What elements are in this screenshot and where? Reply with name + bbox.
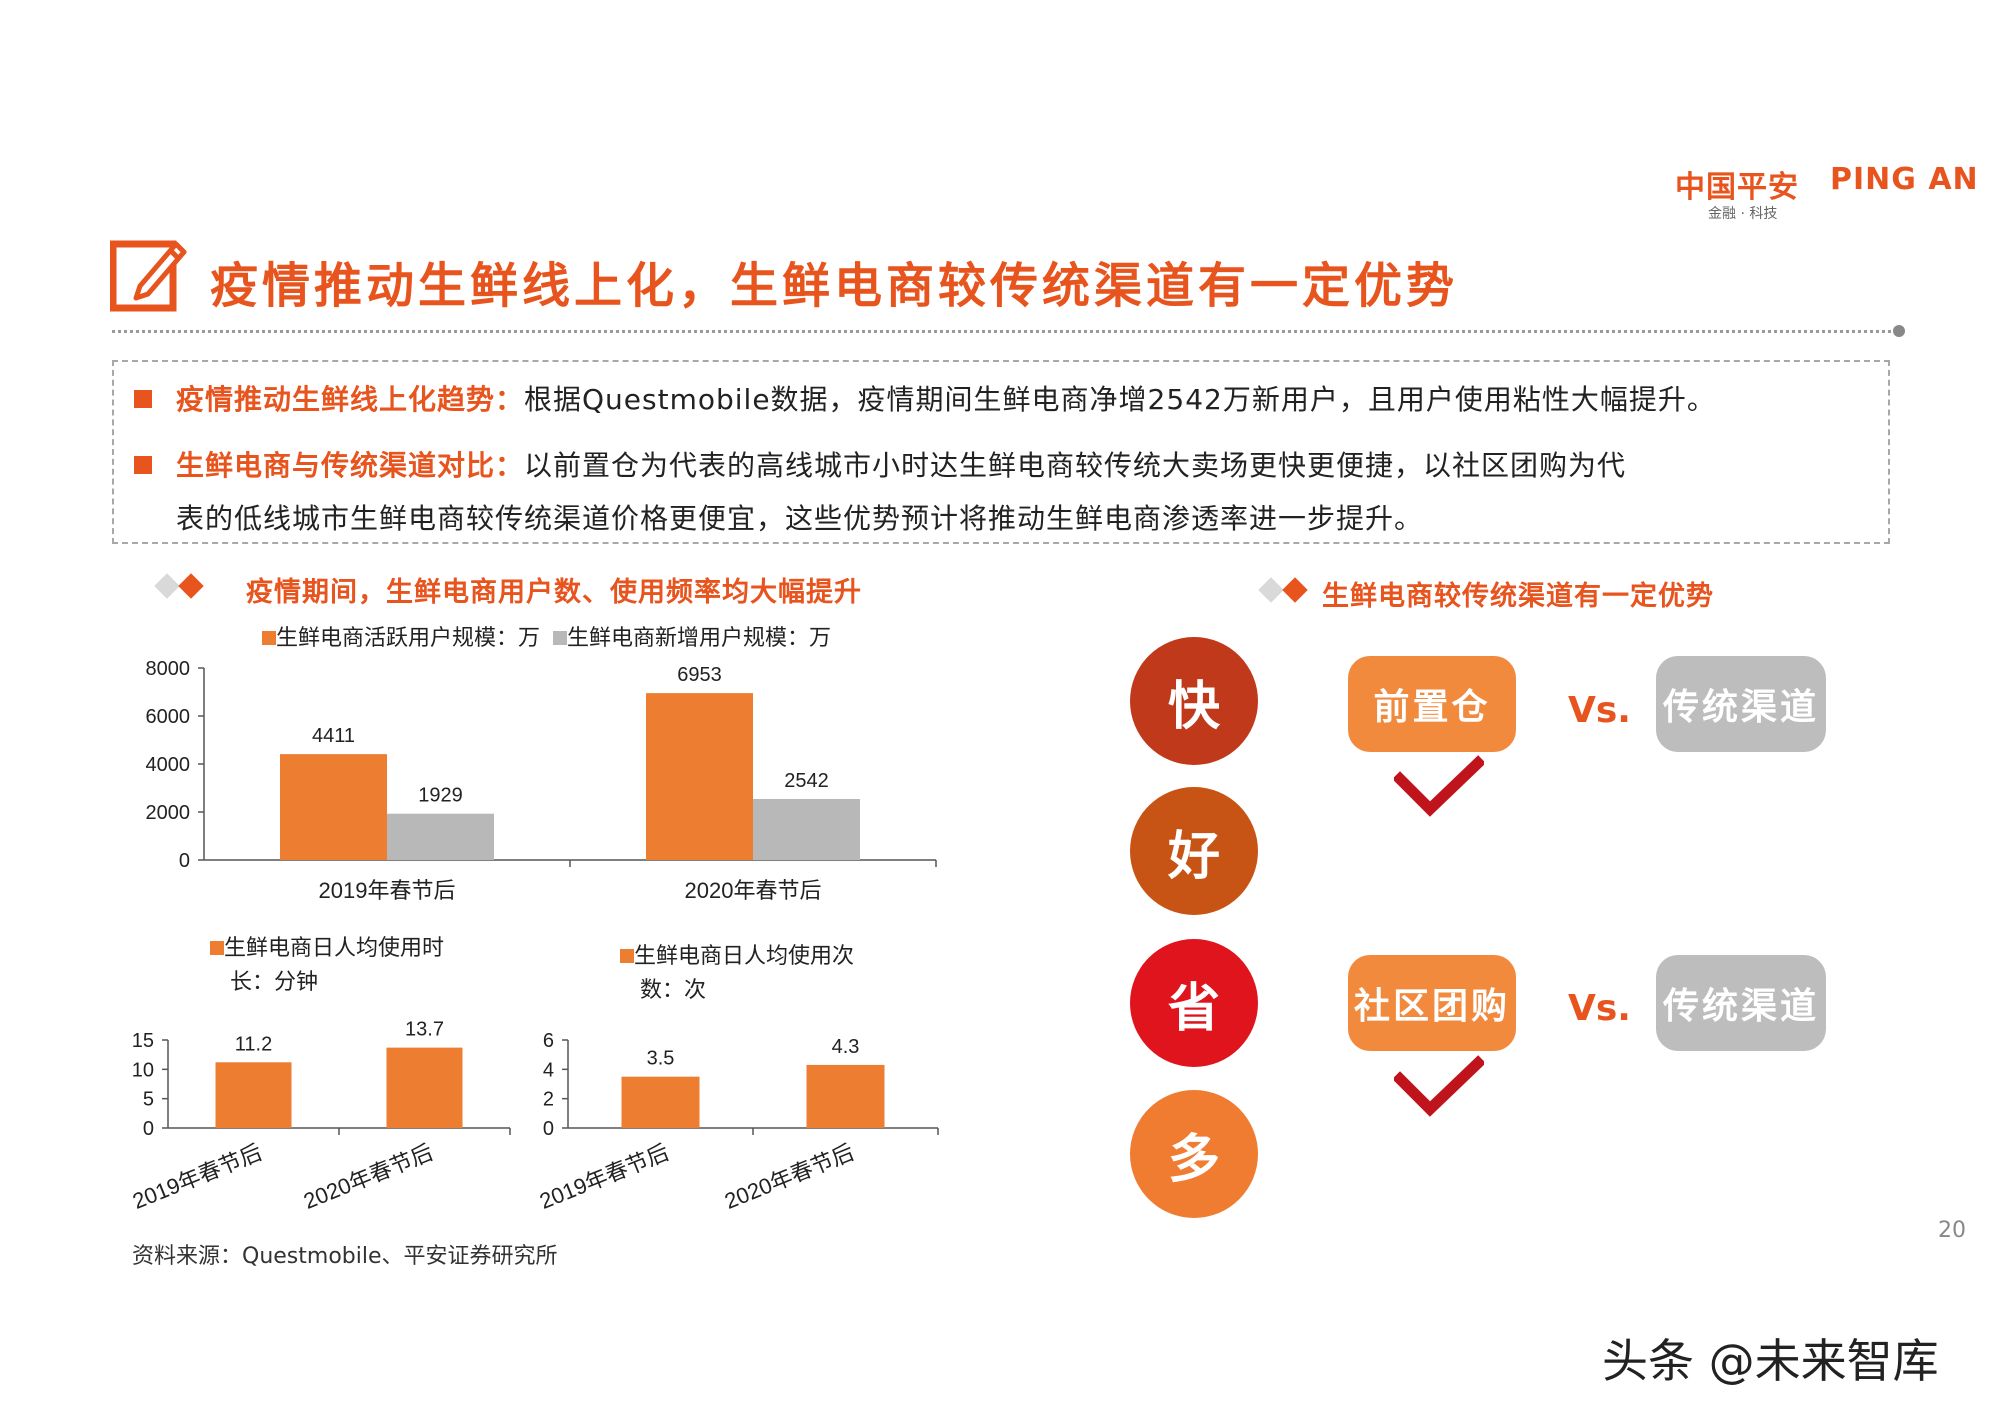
section-diamond-icon xyxy=(178,573,204,599)
advantage-circle-save: 省 xyxy=(1130,939,1258,1067)
data-label: 3.5 xyxy=(647,1048,675,1070)
legend-swatch-active xyxy=(262,631,276,645)
daily-duration-bar-chart: 0 5 10 15 11.2 2019年春节后 13.7 2020年春节后 xyxy=(129,1019,511,1214)
daily-times-bar-chart: 0 2 4 6 3.5 2019年春节后 4.3 2020年春节后 xyxy=(536,1030,939,1214)
legend-label-duration-1: 生鲜电商日人均使用时 xyxy=(224,936,445,961)
x-tick-label: 2019年春节后 xyxy=(536,1139,672,1213)
chart3-legend: 生鲜电商日人均使用次 数：次 xyxy=(620,940,854,1008)
chart2-legend: 生鲜电商日人均使用时 长：分钟 xyxy=(210,932,444,1000)
source-note: 资料来源：Questmobile、平安证券研究所 xyxy=(132,1244,558,1269)
legend-label-active: 生鲜电商活跃用户规模：万 xyxy=(276,626,541,651)
logo-english: PING AN xyxy=(1830,162,1979,197)
y-tick-label: 6000 xyxy=(146,706,191,728)
summary-line-2: 生鲜电商与传统渠道对比：以前置仓为代表的高线城市小时达生鲜电商较传统大卖场更快更… xyxy=(176,444,1626,484)
pill-community-group-buy: 社区团购 xyxy=(1348,955,1516,1051)
bar xyxy=(806,1064,885,1128)
summary-text: 根据Questmobile数据，疫情期间生鲜电商净增2542万新用户，且用户使用… xyxy=(524,383,1716,416)
bar xyxy=(386,1047,463,1128)
edit-note-icon xyxy=(110,240,187,312)
advantage-label: 快 xyxy=(1167,676,1220,737)
y-tick-label: 4 xyxy=(543,1059,554,1081)
section-diamond-icon xyxy=(154,573,180,599)
legend-swatch-duration xyxy=(210,941,224,955)
advantage-circle-good: 好 xyxy=(1130,787,1258,915)
summary-text: 以前置仓为代表的高线城市小时达生鲜电商较传统大卖场更快更便捷，以社区团购为代 xyxy=(524,449,1627,482)
bar xyxy=(646,693,753,860)
advantage-circle-fast: 快 xyxy=(1130,637,1258,765)
x-tick-label: 2019年春节后 xyxy=(319,878,456,903)
watermark: 头条 @未来智库 xyxy=(1602,1334,1939,1388)
legend-label-duration-2: 长：分钟 xyxy=(230,970,319,995)
data-label: 1929 xyxy=(418,785,463,807)
bar xyxy=(621,1076,700,1128)
bullet-square xyxy=(134,456,152,474)
bullet-square xyxy=(134,390,152,408)
y-tick-label: 5 xyxy=(143,1089,154,1111)
page-title: 疫情推动生鲜线上化，生鲜电商较传统渠道有一定优势 xyxy=(210,258,1459,314)
checkmark-icon xyxy=(1394,1055,1484,1117)
data-label: 13.7 xyxy=(405,1019,444,1041)
chart1-legend: 生鲜电商活跃用户规模：万 生鲜电商新增用户规模：万 xyxy=(262,620,831,652)
y-tick-label: 0 xyxy=(143,1118,154,1140)
legend-label-times-1: 生鲜电商日人均使用次 xyxy=(634,944,855,969)
bar xyxy=(280,754,387,860)
x-tick-label: 2019年春节后 xyxy=(129,1139,265,1213)
y-tick-label: 10 xyxy=(132,1059,154,1081)
y-tick-label: 4000 xyxy=(146,754,191,776)
summary-box xyxy=(112,360,1890,544)
bar xyxy=(753,798,860,860)
y-tick-label: 15 xyxy=(132,1030,154,1052)
pill-traditional-channel: 传统渠道 xyxy=(1656,656,1826,752)
data-label: 11.2 xyxy=(235,1033,272,1055)
logo-tagline: 金融 · 科技 xyxy=(1708,206,1778,222)
summary-key: 疫情推动生鲜线上化趋势： xyxy=(176,383,525,416)
vs-label: Vs. xyxy=(1568,690,1631,731)
data-label: 2542 xyxy=(784,770,829,792)
pill-traditional-channel: 传统渠道 xyxy=(1656,955,1826,1051)
y-tick-label: 2000 xyxy=(146,802,191,824)
page-number: 20 xyxy=(1938,1218,1966,1243)
advantage-label: 省 xyxy=(1167,978,1220,1039)
summary-line-1: 疫情推动生鲜线上化趋势：根据Questmobile数据，疫情期间生鲜电商净增25… xyxy=(176,378,1716,418)
x-tick-label: 2020年春节后 xyxy=(300,1139,436,1213)
advantage-label: 多 xyxy=(1167,1129,1220,1190)
right-section-title: 生鲜电商较传统渠道有一定优势 xyxy=(1322,581,1714,612)
user-scale-bar-chart: 0 2000 4000 6000 8000 4411 1929 2019年春节后 6953 254… xyxy=(146,658,937,903)
bar xyxy=(387,813,494,860)
legend-label-new: 生鲜电商新增用户规模：万 xyxy=(567,626,832,651)
left-section-title: 疫情期间，生鲜电商用户数、使用频率均大幅提升 xyxy=(246,577,862,608)
advantage-label: 好 xyxy=(1167,826,1220,887)
data-label: 4.3 xyxy=(832,1036,860,1058)
x-tick-label: 2020年春节后 xyxy=(721,1139,857,1213)
logo-chinese: 中国平安 xyxy=(1675,170,1799,205)
data-label: 4411 xyxy=(312,725,355,747)
title-divider xyxy=(112,330,1897,333)
legend-label-times-2: 数：次 xyxy=(640,978,707,1003)
pill-front-warehouse: 前置仓 xyxy=(1348,656,1516,752)
section-diamond-icon xyxy=(1258,577,1284,603)
checkmark-icon xyxy=(1394,755,1484,817)
bar xyxy=(215,1062,292,1128)
advantage-circle-more: 多 xyxy=(1130,1090,1258,1218)
x-tick-label: 2020年春节后 xyxy=(685,878,822,903)
summary-key: 生鲜电商与传统渠道对比： xyxy=(176,449,525,482)
section-diamond-icon xyxy=(1282,577,1308,603)
y-tick-label: 6 xyxy=(543,1030,554,1052)
legend-swatch-new xyxy=(553,631,568,645)
summary-text-continued: 表的低线城市生鲜电商较传统渠道价格更便宜，这些优势预计将推动生鲜电商渗透率进一步… xyxy=(176,502,1424,535)
divider-end-dot xyxy=(1893,325,1905,337)
y-tick-label: 0 xyxy=(543,1118,554,1140)
data-label: 6953 xyxy=(677,664,722,686)
y-tick-label: 0 xyxy=(179,850,190,872)
vs-label: Vs. xyxy=(1568,988,1631,1029)
y-tick-label: 2 xyxy=(543,1089,554,1111)
legend-swatch-times xyxy=(620,949,634,963)
y-tick-label: 8000 xyxy=(146,658,191,680)
